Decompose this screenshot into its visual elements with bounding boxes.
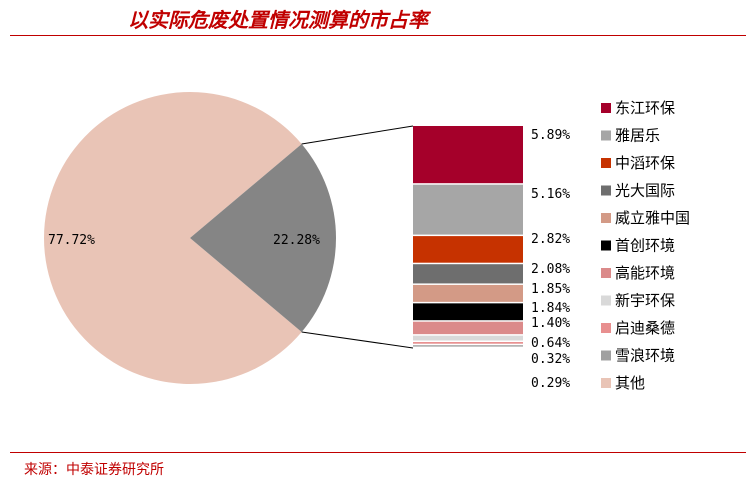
bar-data-label-6: 1.84%: [531, 301, 570, 316]
chart-title: 以实际危废处置情况测算的市占率: [128, 8, 428, 32]
bar-segment-4: [413, 264, 523, 284]
legend-label-1: 东江环保: [615, 99, 675, 117]
legend-swatch-10: [601, 350, 611, 361]
title-divider: [10, 35, 746, 36]
legend-swatch-2: [601, 130, 611, 141]
bar-segment-6: [413, 303, 523, 321]
bar-data-label-10: 0.29%: [531, 376, 570, 391]
legend-swatch-9: [601, 323, 611, 333]
pie-label-top10: 22.28%: [273, 233, 320, 248]
legend-label-5: 威立雅中国: [615, 209, 690, 227]
legend-label-11: 其他: [615, 374, 645, 392]
bar-segment-1: [413, 126, 523, 184]
bar-data-label-3: 2.82%: [531, 232, 570, 247]
footer-divider: [10, 452, 746, 453]
legend-swatch-8: [601, 295, 611, 306]
bar-data-label-4: 2.08%: [531, 262, 570, 277]
bar-segment-9: [413, 342, 523, 344]
bar-data-label-7: 1.40%: [531, 316, 570, 331]
pie-slice-top10: [190, 143, 337, 333]
pie-slice-others: [44, 92, 302, 385]
legend-label-2: 雅居乐: [615, 127, 660, 145]
legend-label-6: 首创环境: [615, 237, 675, 255]
legend-label-8: 新宇环保: [615, 292, 675, 310]
legend-label-4: 光大国际: [615, 182, 675, 200]
legend-swatch-11: [601, 378, 611, 388]
connector-line-top: [301, 125, 414, 145]
legend-swatch-7: [601, 268, 611, 278]
bar-data-label-9: 0.32%: [531, 352, 570, 367]
bar-segment-8: [413, 335, 523, 341]
bar-segment-5: [413, 284, 523, 302]
bar-segment-7: [413, 321, 523, 335]
source-note: 来源：中泰证券研究所: [24, 462, 164, 478]
legend-swatch-6: [601, 240, 611, 251]
legend-label-9: 启迪桑德: [615, 319, 675, 337]
legend-label-10: 雪浪环境: [615, 347, 675, 365]
legend-swatch-4: [601, 185, 611, 196]
legend-swatch-1: [601, 103, 611, 113]
legend-label-7: 高能环境: [615, 264, 675, 282]
bar-data-label-1: 5.89%: [531, 128, 570, 143]
bar-segment-3: [413, 236, 523, 263]
bar-data-label-8: 0.64%: [531, 336, 570, 351]
connector-line-bottom: [301, 331, 414, 349]
pie-label-others: 77.72%: [48, 233, 95, 248]
legend-label-3: 中滔环保: [615, 154, 675, 172]
bar-segment-2: [413, 184, 523, 235]
legend-swatch-3: [601, 158, 611, 168]
bar-data-label-2: 5.16%: [531, 187, 570, 202]
legend-swatch-5: [601, 213, 611, 223]
bar-segment-10: [413, 345, 523, 347]
bar-data-label-5: 1.85%: [531, 282, 570, 297]
